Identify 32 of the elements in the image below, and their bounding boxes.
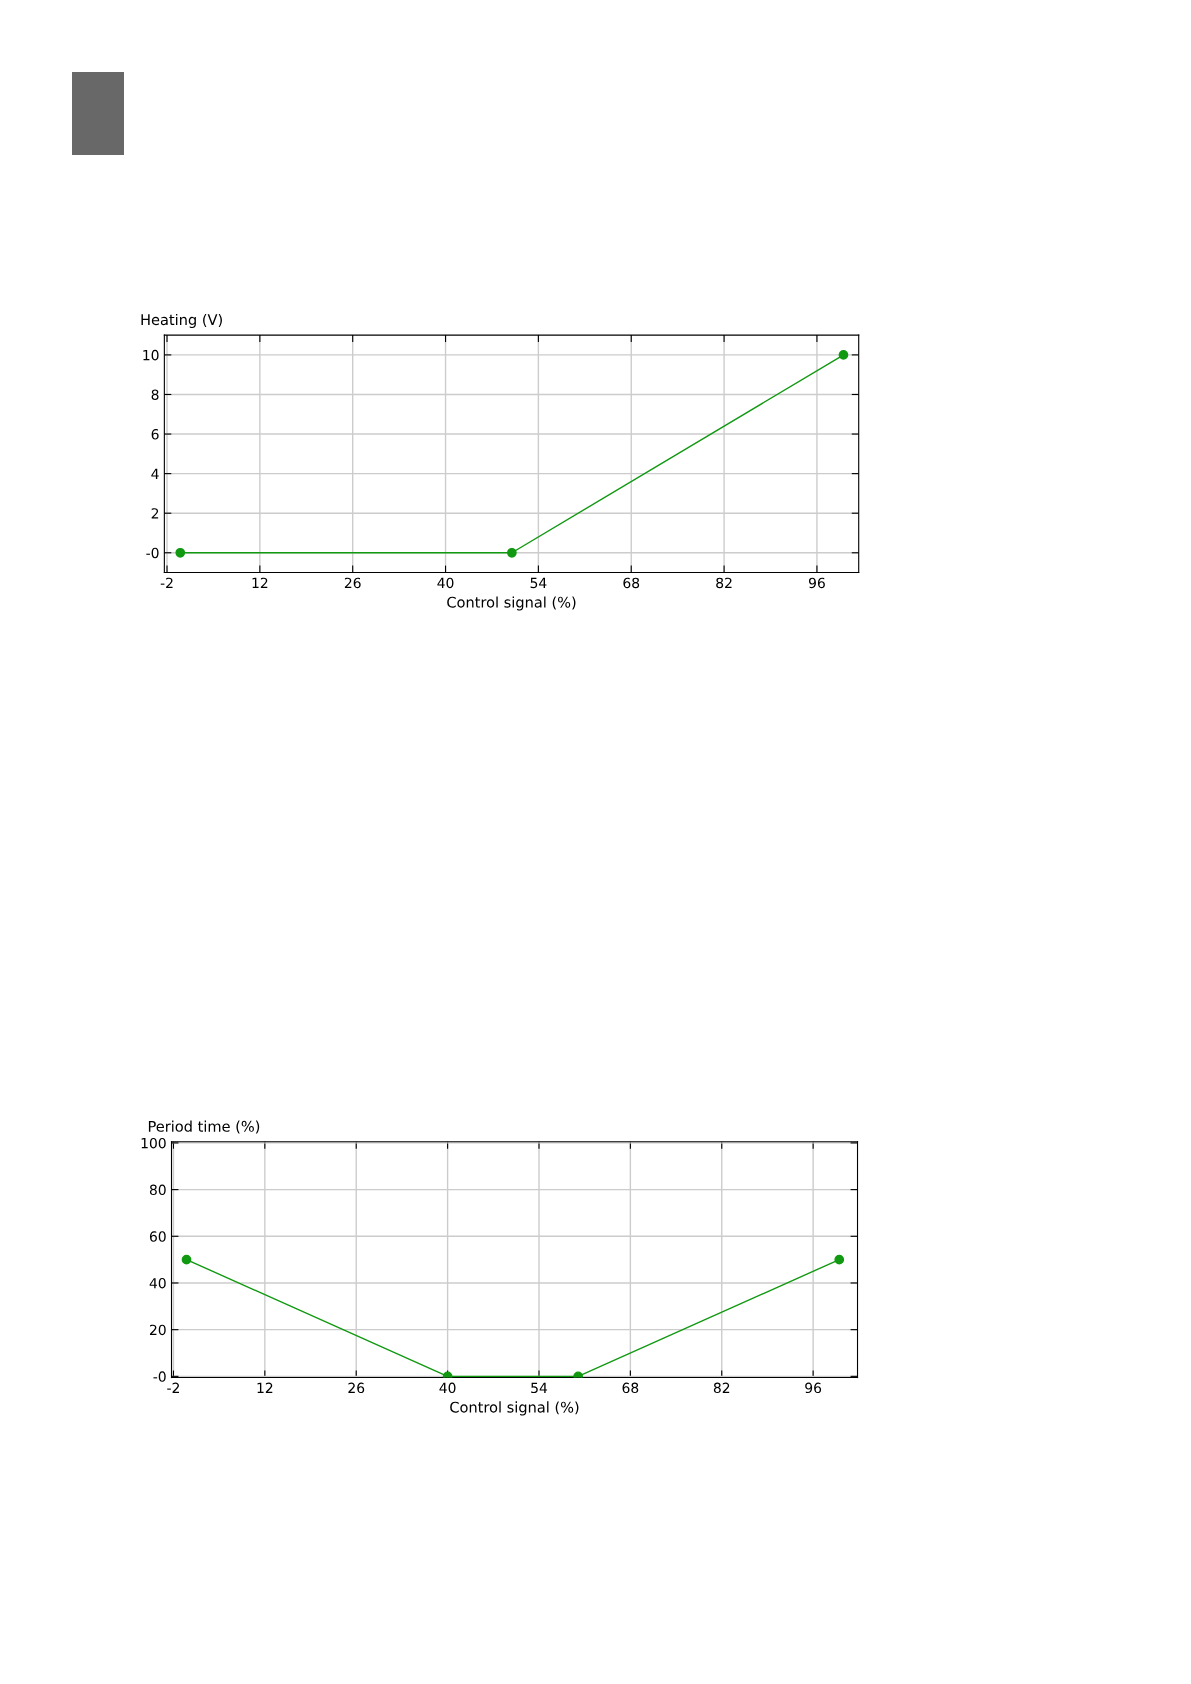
x-tick-label: 54 <box>530 577 547 589</box>
y-tick-label: 80 <box>149 1184 166 1196</box>
y-tick-label: 4 <box>151 468 159 479</box>
y-axis-title: Heating (V) <box>141 313 222 328</box>
x-tick-label: 54 <box>531 1382 548 1394</box>
y-tick-label: 8 <box>151 389 159 400</box>
x-axis-title: Control signal (%) <box>447 596 576 611</box>
x-tick-label: -2 <box>160 577 173 588</box>
x-tick-label: 12 <box>252 577 268 588</box>
x-tick-label: -2 <box>167 1382 179 1393</box>
y-tick-label: -0 <box>146 547 159 559</box>
x-tick-label: 68 <box>623 577 640 589</box>
x-tick-label: 26 <box>348 1382 365 1394</box>
x-tick-label: 96 <box>808 577 825 589</box>
y-tick-label: 10 <box>143 349 159 361</box>
x-tick-label: 82 <box>716 577 732 589</box>
y-tick-label: -0 <box>153 1371 166 1382</box>
y-tick-label: 100 <box>141 1137 166 1149</box>
x-tick-label: 96 <box>805 1382 822 1394</box>
y-tick-label: 6 <box>151 429 159 440</box>
x-tick-label: 40 <box>439 1382 456 1394</box>
x-tick-label: 12 <box>257 1382 273 1393</box>
y-tick-label: 60 <box>149 1231 166 1242</box>
y-tick-label: 40 <box>149 1277 166 1289</box>
x-tick-label: 26 <box>344 577 361 589</box>
x-tick-label: 82 <box>713 1382 730 1394</box>
x-axis-title: Control signal (%) <box>450 1401 579 1416</box>
y-tick-label: 2 <box>151 508 159 519</box>
x-tick-label: 68 <box>622 1382 639 1394</box>
x-tick-label: 40 <box>437 577 454 589</box>
y-axis-title: Period time (%) <box>148 1120 260 1134</box>
y-tick-label: 20 <box>149 1324 166 1336</box>
